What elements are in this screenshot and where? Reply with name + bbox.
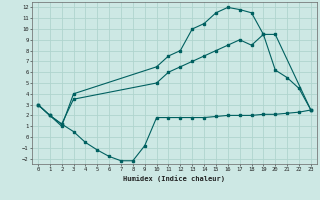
X-axis label: Humidex (Indice chaleur): Humidex (Indice chaleur): [124, 175, 225, 182]
